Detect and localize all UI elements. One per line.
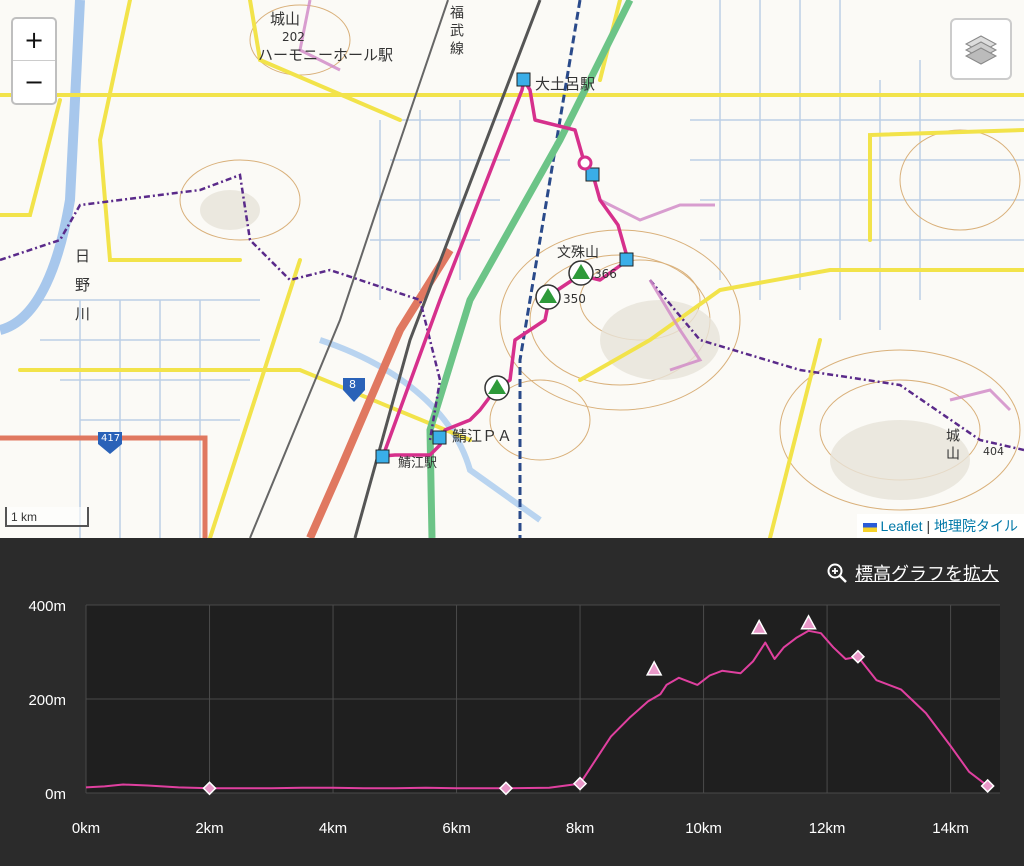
x-tick-label: 4km (319, 820, 347, 837)
waypoint-marker[interactable] (572, 776, 588, 791)
label-pa-sabae: 鯖江ＰＡ (452, 427, 513, 445)
waypoint-marker[interactable] (202, 781, 217, 796)
waypoint-marker[interactable] (498, 781, 514, 796)
zoom-magnifier-icon (827, 563, 847, 583)
peak-marker[interactable] (645, 660, 663, 676)
scale-bar: 1 km (5, 507, 89, 527)
ukraine-flag-icon (862, 522, 877, 532)
label-elev-404: 404 (983, 445, 1004, 458)
elevation-chart[interactable]: 0km 2km 4km 6km 8km 10km 12km 14km 0m 200m 400m (0, 538, 1024, 861)
label-station-harmony: ハーモニーホール駅 (258, 46, 394, 64)
y-tick-label: 0m (45, 786, 66, 803)
label-mt-joyama-north: 城山 (270, 10, 301, 28)
y-tick-label: 200m (28, 692, 66, 709)
zoom-out-button[interactable]: − (23, 67, 45, 96)
x-tick-label: 2km (195, 820, 223, 837)
peak-marker[interactable] (800, 614, 817, 630)
zoom-control: + − (11, 17, 57, 105)
label-railway-fukubu: 福武線 (448, 5, 464, 59)
elevation-chart-panel: 標高グラフを拡大 0km 2km 4km 6km 8km 10km 12km 14km 0m 20… (0, 538, 1024, 861)
zoom-in-button[interactable]: + (13, 19, 55, 61)
map-tiles (0, 0, 1024, 538)
label-mt-monju: 文殊山 (557, 245, 599, 261)
leaflet-link[interactable]: Leaflet (880, 518, 923, 534)
layers-icon (964, 35, 998, 65)
y-tick-label: 400m (28, 598, 66, 615)
x-tick-label: 14km (932, 820, 969, 837)
x-tick-label: 10km (685, 820, 722, 837)
x-tick-label: 8km (566, 820, 594, 837)
x-tick-label: 0km (72, 820, 100, 837)
map-view[interactable]: 城山 202 ハーモニーホール駅 大土呂駅 文殊山 366 350 鯖江ＰＡ 鯖… (0, 0, 1024, 538)
label-elev-366: 366 (594, 267, 617, 281)
x-tick-label: 12km (809, 820, 846, 837)
waypoint-marker[interactable] (850, 649, 866, 664)
gsi-tiles-link[interactable]: 地理院タイル (934, 518, 1018, 534)
label-station-odaiji: 大土呂駅 (535, 75, 596, 93)
attrib-separator: | (922, 518, 934, 534)
x-tick-label: 6km (442, 820, 470, 837)
label-station-sabae: 鯖江駅 (398, 456, 438, 471)
label-elev-202: 202 (282, 30, 305, 44)
layers-button[interactable] (950, 18, 1012, 80)
attribution: Leaflet | 地理院タイル (856, 514, 1024, 538)
route-shield-417: 417 (101, 433, 121, 444)
label-mt-joyama-east: 城山 (944, 428, 960, 464)
expand-chart-label: 標高グラフを拡大 (855, 564, 999, 585)
expand-chart-button[interactable]: 標高グラフを拡大 (827, 560, 999, 586)
route-shield-8: 8 (349, 378, 356, 391)
waypoint-marker[interactable] (980, 778, 995, 794)
peak-marker[interactable] (750, 618, 768, 635)
elevation-line (85, 629, 989, 790)
label-river-hino: 日野川 (73, 248, 91, 335)
label-elev-350: 350 (563, 292, 586, 306)
